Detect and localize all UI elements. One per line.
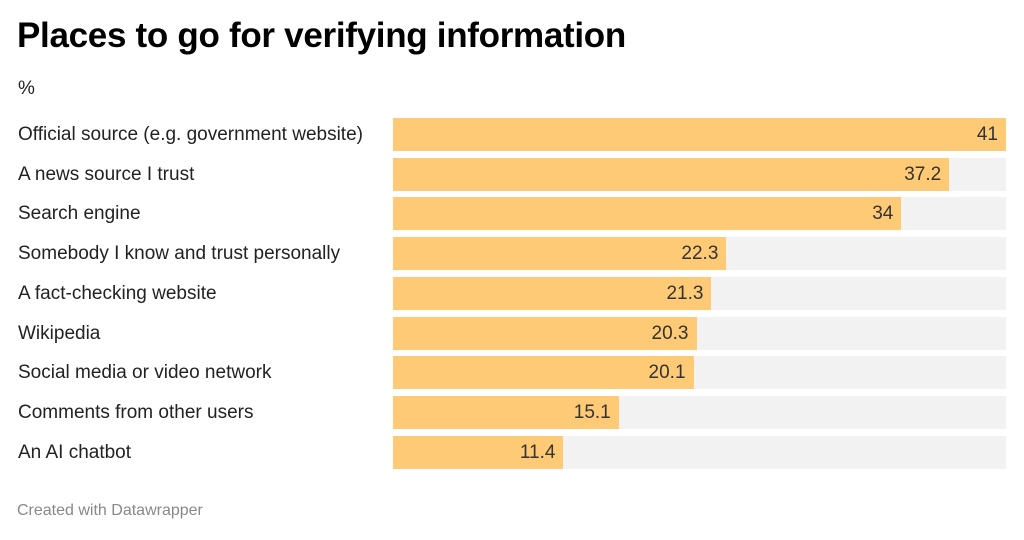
bar: 11.4	[393, 435, 564, 469]
category-label: A fact-checking website	[18, 282, 217, 304]
chart-subtitle: %	[18, 78, 35, 99]
category-label: Social media or video network	[18, 362, 272, 384]
bar-track: 21.3	[393, 276, 1006, 310]
bar-row: Official source (e.g. government website…	[0, 118, 1024, 151]
bar-track: 41	[393, 118, 1006, 151]
bar-row: Somebody I know and trust personally 22.3	[0, 237, 1024, 271]
category-label: A news source I trust	[18, 163, 195, 185]
chart-title: Places to go for verifying information	[17, 16, 626, 55]
bar: 37.2	[393, 157, 950, 191]
bar-track: 37.2	[393, 157, 1006, 191]
data-label: 41	[976, 124, 998, 145]
data-label: 20.1	[648, 362, 686, 384]
bar-row: Wikipedia 20.3	[0, 316, 1024, 350]
bar-track: 20.1	[393, 356, 1006, 390]
data-label: 11.4	[519, 441, 556, 463]
bar-track: 34	[393, 197, 1006, 231]
data-label: 15.1	[573, 401, 611, 423]
data-label: 21.3	[666, 282, 704, 304]
category-label: Somebody I know and trust personally	[18, 243, 341, 265]
bar-track: 20.3	[393, 316, 1006, 350]
category-label: Official source (e.g. government website…	[18, 124, 363, 145]
bar: 22.3	[393, 237, 727, 271]
category-label: Search engine	[18, 203, 141, 225]
footer-credit: Created with Datawrapper	[17, 502, 203, 519]
bar: 21.3	[393, 276, 712, 310]
bar: 34	[393, 197, 902, 231]
bar-track: 22.3	[393, 237, 1006, 271]
data-label: 22.3	[681, 243, 719, 265]
bar-row: Social media or video network 20.1	[0, 356, 1024, 390]
bar: 15.1	[393, 395, 619, 429]
category-label: Wikipedia	[18, 322, 101, 344]
bar-row: An AI chatbot 11.4	[0, 435, 1024, 469]
bar-row: Comments from other users 15.1	[0, 395, 1024, 429]
data-label: 20.3	[651, 322, 689, 344]
bar: 41	[393, 118, 1006, 151]
bar-track: 15.1	[393, 395, 1006, 429]
category-label: Comments from other users	[18, 401, 254, 423]
bar-track: 11.4	[393, 435, 1006, 469]
bar-row: Search engine 34	[0, 197, 1024, 231]
bar-row: A fact-checking website 21.3	[0, 276, 1024, 310]
bar-row: A news source I trust 37.2	[0, 157, 1024, 191]
bar: 20.3	[393, 316, 697, 350]
data-label: 37.2	[904, 163, 942, 185]
data-label: 34	[872, 203, 894, 225]
bar: 20.1	[393, 356, 694, 390]
category-label: An AI chatbot	[18, 441, 132, 463]
